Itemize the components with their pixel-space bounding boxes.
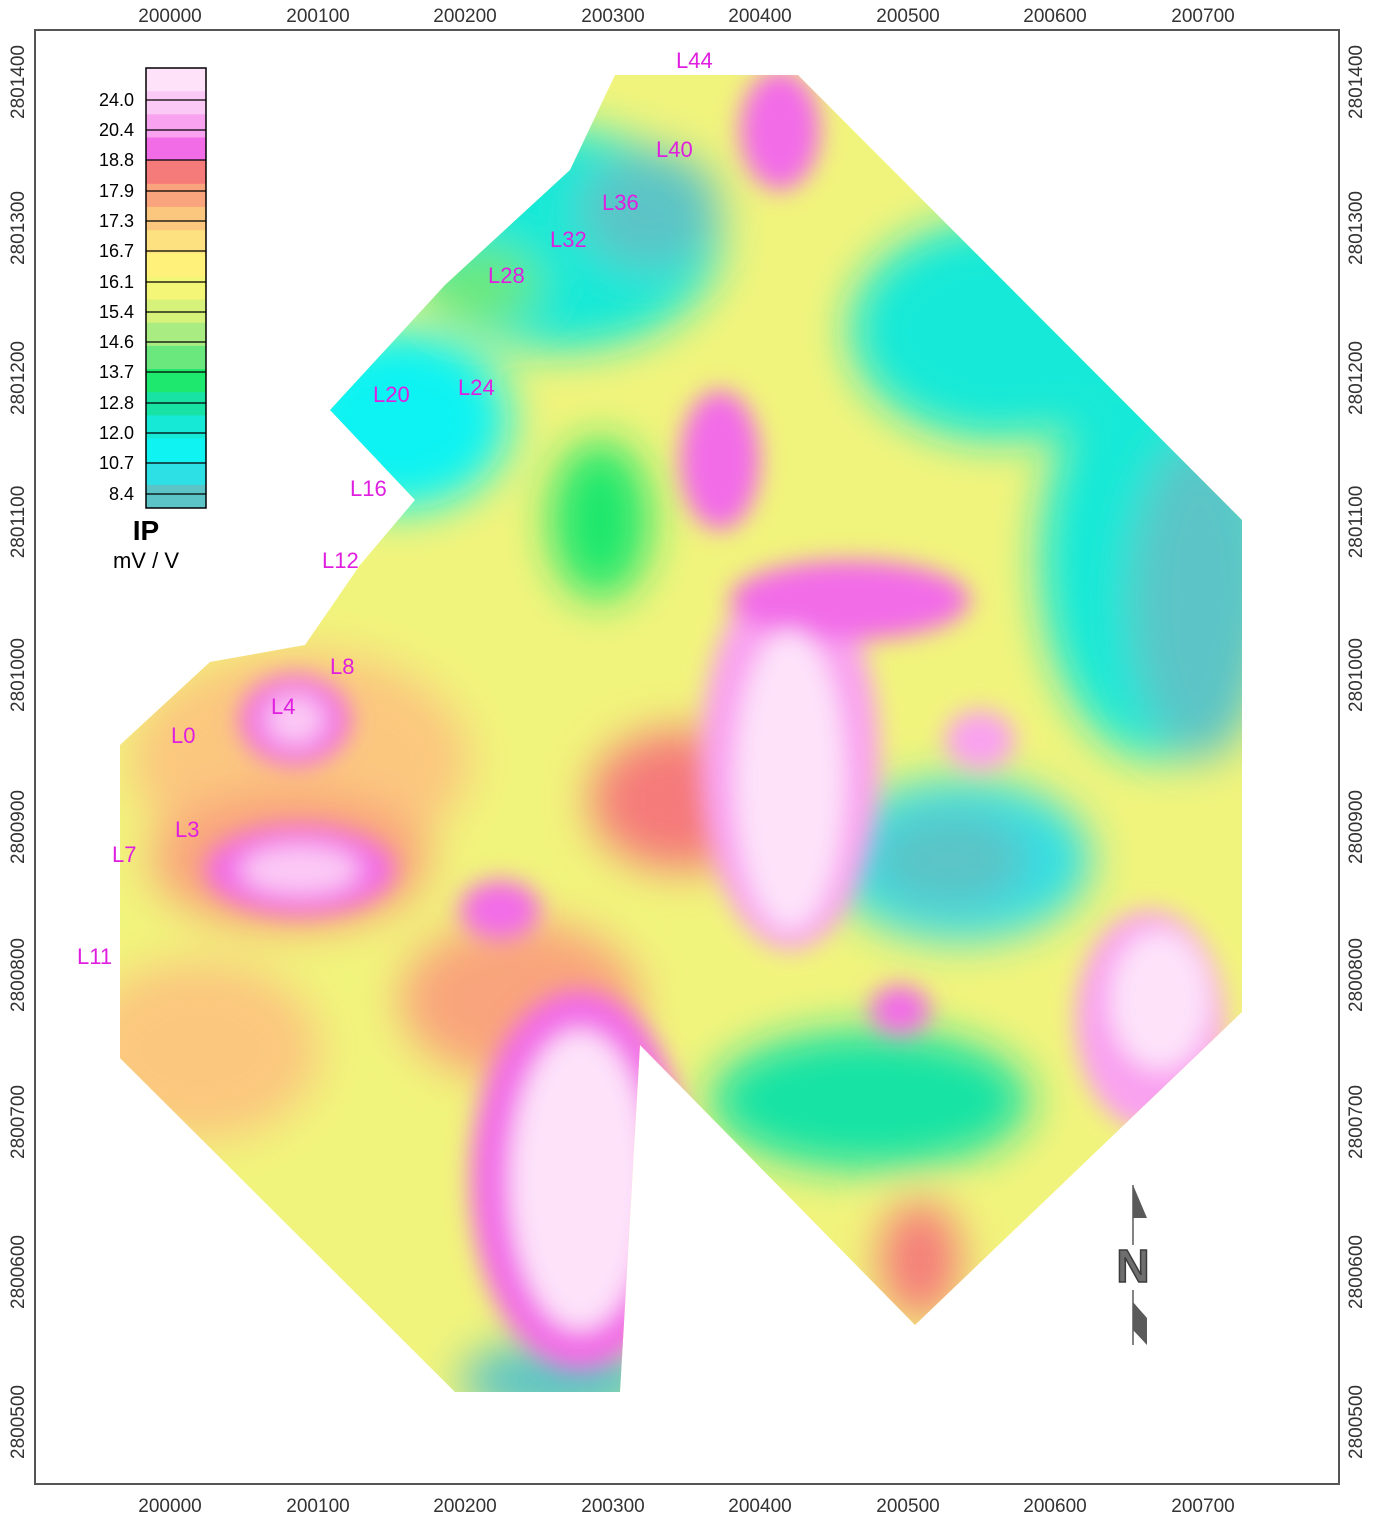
x-tick-bottom: 200200 <box>433 1496 496 1517</box>
survey-line-label: L7 <box>112 842 136 867</box>
survey-line-label: L4 <box>271 694 295 719</box>
x-tick-top: 200600 <box>1023 6 1086 27</box>
map-frame <box>34 29 1340 1485</box>
y-tick-right: 2801200 <box>1346 341 1367 415</box>
legend-swatch <box>146 230 206 254</box>
survey-line-label: L3 <box>175 817 199 842</box>
legend-swatch <box>146 160 206 185</box>
y-tick-left: 2800700 <box>8 1085 29 1159</box>
legend-swatch <box>146 322 206 347</box>
legend-value: 18.8 <box>99 150 134 170</box>
legend-swatch <box>146 91 206 115</box>
legend-value: 24.0 <box>99 90 134 110</box>
x-tick-bottom: 200300 <box>581 1496 644 1517</box>
legend-value: 20.4 <box>99 120 134 140</box>
x-tick-top: 200100 <box>286 6 349 27</box>
survey-line-label: L28 <box>488 263 525 288</box>
legend-value: 13.7 <box>99 362 134 382</box>
legend-swatch <box>146 68 206 92</box>
north-arrow-icon: N <box>1116 1185 1150 1345</box>
survey-line-label: L16 <box>350 476 387 501</box>
legend-unit: mV / V <box>113 548 179 573</box>
survey-line-label: L8 <box>330 654 354 679</box>
x-tick-top: 200500 <box>876 6 939 27</box>
survey-line-label: L36 <box>602 190 639 215</box>
legend-swatch <box>146 253 206 277</box>
legend-swatch <box>146 137 206 162</box>
legend-value: 8.4 <box>109 484 134 504</box>
x-tick-bottom: 200400 <box>728 1496 791 1517</box>
survey-line-label: L11 <box>77 944 112 969</box>
legend-value: 12.8 <box>99 393 134 413</box>
y-tick-right: 2800500 <box>1346 1385 1367 1459</box>
legend-swatch <box>146 461 206 486</box>
y-tick-left: 2801400 <box>8 45 29 119</box>
y-tick-left: 2801200 <box>8 341 29 415</box>
legend-swatch <box>146 392 206 416</box>
legend-value: 17.9 <box>99 181 134 201</box>
legend-value: 12.0 <box>99 423 134 443</box>
legend-value: 10.7 <box>99 453 134 473</box>
survey-line-label: L20 <box>373 382 410 407</box>
y-tick-right: 2801300 <box>1346 191 1367 265</box>
y-tick-right: 2801400 <box>1346 45 1367 119</box>
legend-value: 15.4 <box>99 302 134 322</box>
survey-line-label: L0 <box>171 723 195 748</box>
survey-line-label: L24 <box>458 375 495 400</box>
survey-line-label: L32 <box>550 227 587 252</box>
legend-swatch <box>146 276 206 301</box>
survey-line-label: L40 <box>656 137 693 162</box>
x-tick-bottom: 200700 <box>1171 1496 1234 1517</box>
x-tick-top: 200700 <box>1171 6 1234 27</box>
legend-title: IP <box>133 515 159 546</box>
legend-swatch <box>146 114 206 138</box>
y-tick-left: 2801300 <box>8 191 29 265</box>
legend-value: 16.7 <box>99 241 134 261</box>
legend-swatch <box>146 369 206 393</box>
legend-color-bar <box>146 68 206 509</box>
legend-value: 17.3 <box>99 211 134 231</box>
legend-swatch <box>146 345 206 370</box>
legend-swatch <box>146 438 206 463</box>
y-tick-right: 2801000 <box>1346 638 1367 712</box>
legend-value: 14.6 <box>99 332 134 352</box>
y-tick-left: 2800900 <box>8 790 29 864</box>
legend-swatch <box>146 484 206 509</box>
ip-contour-field <box>120 75 1242 1392</box>
survey-line-label: L44 <box>676 48 713 73</box>
survey-line-label: L12 <box>322 548 359 573</box>
y-tick-left: 2801000 <box>8 638 29 712</box>
y-tick-left: 2801100 <box>8 486 29 559</box>
x-tick-bottom: 200100 <box>286 1496 349 1517</box>
y-tick-right: 2800800 <box>1346 938 1367 1012</box>
legend-swatch <box>146 183 206 208</box>
north-arrow-label: N <box>1116 1240 1149 1292</box>
legend-color-bar-border <box>145 67 207 509</box>
x-tick-top: 200200 <box>433 6 496 27</box>
y-tick-left: 2800600 <box>8 1235 29 1309</box>
legend-swatch <box>146 415 206 440</box>
legend: 24.0 20.4 18.8 17.9 17.3 16.7 16.1 15.4 … <box>99 67 207 573</box>
x-tick-top: 200300 <box>581 6 644 27</box>
x-tick-top: 200400 <box>728 6 791 27</box>
x-tick-bottom: 200600 <box>1023 1496 1086 1517</box>
y-tick-left: 2800800 <box>8 938 29 1012</box>
legend-ticks <box>146 99 206 495</box>
legend-swatch <box>146 206 206 231</box>
legend-value: 16.1 <box>99 272 134 292</box>
y-tick-right: 2801100 <box>1346 486 1367 559</box>
y-tick-right: 2800900 <box>1346 790 1367 864</box>
y-tick-right: 2800700 <box>1346 1085 1367 1159</box>
y-tick-right: 2800600 <box>1346 1235 1367 1309</box>
x-tick-top: 200000 <box>138 6 201 27</box>
y-tick-left: 2800500 <box>8 1385 29 1459</box>
x-tick-bottom: 200500 <box>876 1496 939 1517</box>
x-tick-bottom: 200000 <box>138 1496 201 1517</box>
